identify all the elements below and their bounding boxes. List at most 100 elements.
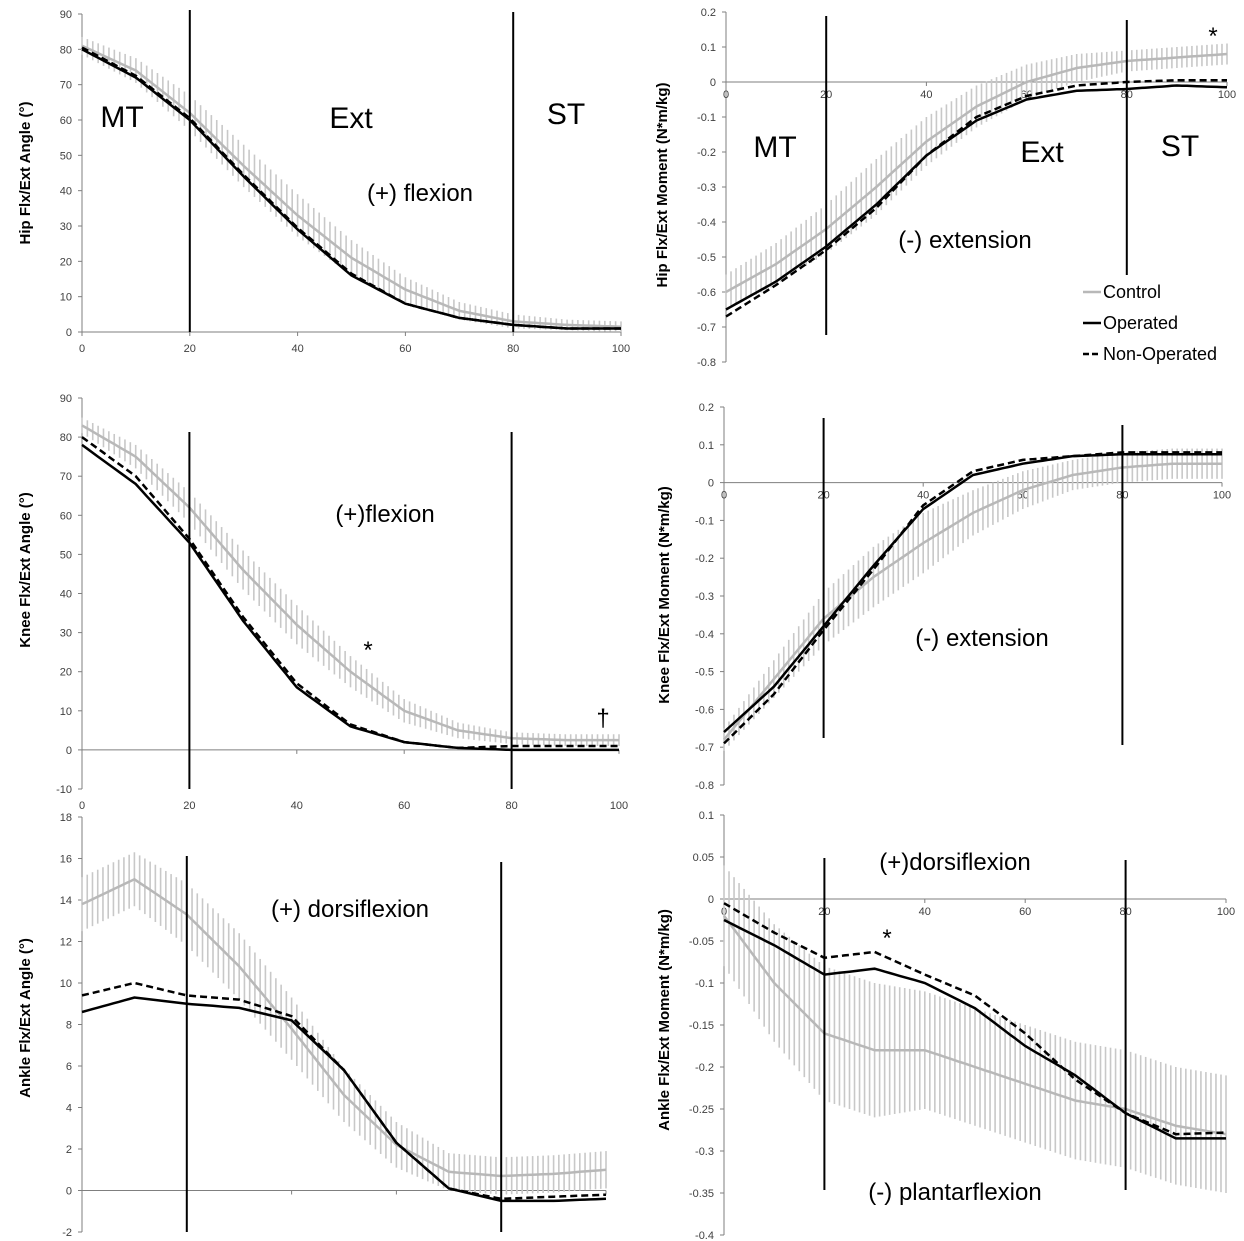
plot-area-hip-angle: 0 10 20 30 40 50 60 70 80 90 0 20 40 60 80 100 bbox=[60, 9, 630, 355]
y-tick-label: 30 bbox=[60, 628, 72, 640]
y-tick-label: -0.8 bbox=[695, 780, 714, 792]
series-line-control bbox=[81, 877, 607, 1178]
y-tick-label: -10 bbox=[56, 784, 72, 796]
y-tick-label: 0.1 bbox=[699, 810, 714, 822]
y-tick-label: 14 bbox=[60, 895, 72, 907]
y-tick-label: -0.2 bbox=[695, 1062, 714, 1074]
x-tick-label: 60 bbox=[1019, 906, 1031, 918]
y-tick-label: -0.6 bbox=[697, 287, 716, 299]
y-tick-label: 4 bbox=[66, 1103, 72, 1115]
y-tick-label: 50 bbox=[60, 150, 72, 162]
x-tick-label: 40 bbox=[917, 490, 929, 502]
y-tick-label: -0.35 bbox=[689, 1188, 714, 1200]
y-axis-label: Ankle Flx/Ext Angle (°) bbox=[17, 938, 34, 1098]
y-tick-label: 0.1 bbox=[699, 440, 714, 452]
x-tick-label: 20 bbox=[183, 800, 195, 812]
y-tick-label: -0.25 bbox=[689, 1104, 714, 1116]
phase-label-mt: MT bbox=[100, 101, 143, 134]
panel-knee-moment: -0.8 -0.7 -0.6 -0.5 -0.4 -0.3 -0.2 -0.1 0 0.1 0.2 0… bbox=[656, 402, 1231, 792]
x-tick-label: 0 bbox=[79, 800, 85, 812]
x-tick-label: 40 bbox=[291, 343, 303, 355]
y-tick-label: 80 bbox=[60, 44, 72, 56]
series-line-non-operated bbox=[81, 46, 621, 330]
y-tick-label: 0 bbox=[710, 77, 716, 89]
panel-hip-moment: -0.8 -0.7 -0.6 -0.5 -0.4 -0.3 -0.2 -0.1 0 0.1 0.2 0… bbox=[654, 7, 1236, 369]
y-tick-label: 10 bbox=[60, 978, 72, 990]
y-tick-label: 40 bbox=[60, 186, 72, 198]
y-tick-label: 10 bbox=[60, 292, 72, 304]
y-tick-label: -0.2 bbox=[697, 147, 716, 159]
phase-label-mt: MT bbox=[753, 131, 796, 164]
legend: Control Operated Non-Operated bbox=[1083, 282, 1217, 364]
y-tick-label: 50 bbox=[60, 549, 72, 561]
y-tick-label: -0.1 bbox=[697, 112, 716, 124]
plot-area-ankle-moment: -0.4 -0.35 -0.3 -0.25 -0.2 -0.15 -0.1 -0.05 0 0.0… bbox=[689, 810, 1235, 1241]
y-axis-label: Hip Flx/Ext Moment (N*m/kg) bbox=[654, 82, 671, 287]
y-axis-label: Ankle Flx/Ext Moment (N*m/kg) bbox=[656, 909, 673, 1131]
control-sd-bars bbox=[81, 417, 620, 746]
direction-label: (-) extension bbox=[898, 227, 1031, 254]
series-line-control bbox=[723, 462, 1222, 741]
panel-ankle-moment: -0.4 -0.35 -0.3 -0.25 -0.2 -0.15 -0.1 -0.05 0 0.0… bbox=[656, 810, 1235, 1241]
plot-area-knee-angle: -10 0 10 20 30 40 50 60 70 80 90 0 20 40 60 80 100 bbox=[56, 393, 628, 812]
y-tick-label: 6 bbox=[66, 1061, 72, 1073]
x-tick-label: 60 bbox=[398, 800, 410, 812]
y-tick-label: -0.1 bbox=[695, 515, 714, 527]
control-sd-bars bbox=[725, 43, 1228, 310]
y-tick-label: 0 bbox=[66, 745, 72, 757]
y-tick-label: -0.6 bbox=[695, 704, 714, 716]
y-axis-label: Knee Flx/Ext Moment (N*m/kg) bbox=[656, 486, 673, 704]
y-tick-label: 0.05 bbox=[693, 852, 714, 864]
y-tick-label: 70 bbox=[60, 80, 72, 92]
y-tick-label: 0 bbox=[66, 327, 72, 339]
y-tick-label: 60 bbox=[60, 510, 72, 522]
x-tick-label: 20 bbox=[184, 343, 196, 355]
y-tick-label: -0.05 bbox=[689, 936, 714, 948]
y-tick-label: 0 bbox=[66, 1186, 72, 1198]
x-tick-label: 60 bbox=[399, 343, 411, 355]
x-tick-label: 100 bbox=[1217, 906, 1235, 918]
series-line-non-operated bbox=[723, 902, 1227, 1136]
x-tick-label: 40 bbox=[291, 800, 303, 812]
y-tick-label: -2 bbox=[62, 1227, 72, 1239]
series-line-non-operated bbox=[723, 451, 1222, 745]
control-sd-bars bbox=[723, 865, 1227, 1193]
plot-area-hip-moment: -0.8 -0.7 -0.6 -0.5 -0.4 -0.3 -0.2 -0.1 0 0.1 0.2 0… bbox=[697, 7, 1236, 369]
y-tick-label: 0 bbox=[708, 894, 714, 906]
y-tick-label: -0.3 bbox=[697, 182, 716, 194]
y-tick-label: 40 bbox=[60, 589, 72, 601]
phase-label-st: ST bbox=[1161, 130, 1199, 163]
direction-label-positive: (+)dorsiflexion bbox=[879, 849, 1030, 876]
y-tick-label: -0.7 bbox=[695, 742, 714, 754]
series-line-non-operated bbox=[725, 79, 1227, 318]
y-tick-label: -0.3 bbox=[695, 591, 714, 603]
x-tick-label: 0 bbox=[79, 343, 85, 355]
series-line-operated bbox=[81, 443, 619, 752]
y-tick-label: -0.2 bbox=[695, 553, 714, 565]
y-tick-label: -0.3 bbox=[695, 1146, 714, 1158]
control-sd-bars bbox=[81, 36, 622, 332]
y-tick-label: -0.5 bbox=[697, 252, 716, 264]
y-tick-label: 2 bbox=[66, 1144, 72, 1156]
x-tick-label: 80 bbox=[505, 800, 517, 812]
y-axis-label: Knee Flx/Ext Angle (°) bbox=[17, 492, 34, 647]
panel-knee-angle: -10 0 10 20 30 40 50 60 70 80 90 0 20 40 60 80 100 Knee … bbox=[17, 393, 628, 812]
y-tick-label: -0.1 bbox=[695, 978, 714, 990]
y-tick-label: 18 bbox=[60, 812, 72, 824]
series-line-operated bbox=[723, 453, 1222, 734]
direction-label: (+) flexion bbox=[367, 180, 473, 207]
x-tick-label: 0 bbox=[723, 89, 729, 101]
y-tick-label: -0.5 bbox=[695, 667, 714, 679]
series-line-control bbox=[81, 424, 619, 742]
x-tick-label: 100 bbox=[1213, 490, 1231, 502]
phase-label-st: ST bbox=[547, 98, 585, 131]
y-tick-label: -0.15 bbox=[689, 1020, 714, 1032]
y-tick-label: 8 bbox=[66, 1020, 72, 1032]
series-line-non-operated bbox=[81, 981, 607, 1201]
series-line-control bbox=[725, 52, 1228, 294]
dagger-marker: † bbox=[596, 705, 609, 732]
significance-marker: * bbox=[882, 925, 891, 952]
series-line-non-operated bbox=[81, 436, 619, 750]
y-tick-label: 90 bbox=[60, 9, 72, 21]
